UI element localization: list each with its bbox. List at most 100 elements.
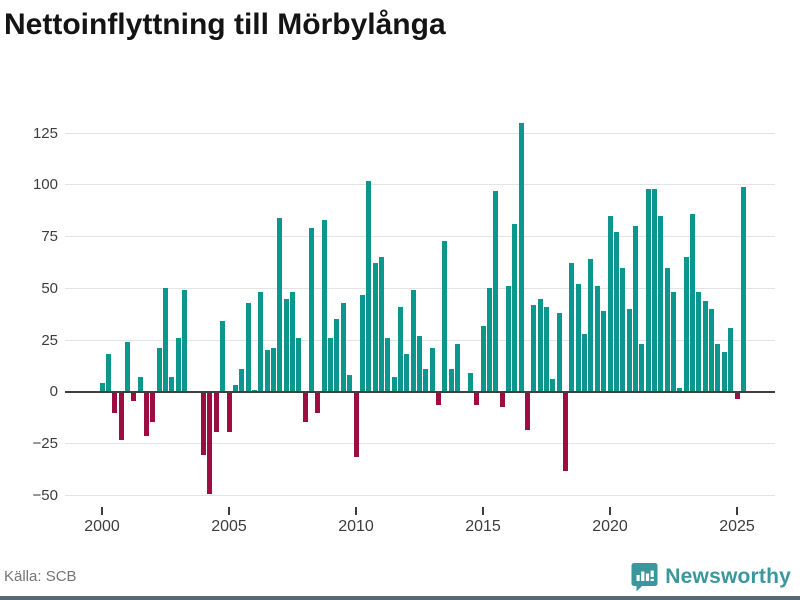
bar <box>169 377 175 392</box>
bar <box>175 337 181 392</box>
bar <box>258 292 264 392</box>
bar <box>137 377 143 392</box>
y-axis-labels: 125 100 75 50 25 0 −25 −50 <box>0 110 58 510</box>
x-tick-mark <box>355 507 357 515</box>
bar <box>594 286 600 392</box>
x-tick-label: 2015 <box>465 518 501 535</box>
bar <box>264 350 270 392</box>
bar <box>105 354 111 392</box>
bar <box>309 228 315 392</box>
bar <box>213 392 219 432</box>
bar <box>721 352 727 392</box>
bar <box>302 392 308 422</box>
bar <box>651 189 657 392</box>
bar <box>150 392 156 422</box>
bar <box>328 337 334 392</box>
bar <box>201 392 207 455</box>
bar <box>232 385 238 392</box>
y-tick-label: −25 <box>32 434 58 452</box>
bar <box>702 300 708 392</box>
bar <box>131 392 137 401</box>
bar <box>518 122 524 392</box>
x-tick-mark <box>736 507 738 515</box>
x-tick-mark <box>101 507 103 515</box>
gridline <box>65 287 775 289</box>
y-tick-label: 25 <box>41 331 58 349</box>
bottom-border <box>0 596 800 600</box>
bar <box>385 337 391 392</box>
bar <box>683 257 689 392</box>
bar <box>423 368 429 392</box>
bar <box>715 344 721 392</box>
gridline <box>65 442 775 444</box>
bar <box>505 286 511 392</box>
gridline <box>65 494 775 496</box>
bar <box>734 392 740 399</box>
bar <box>124 342 130 392</box>
bar <box>417 335 422 392</box>
bar <box>582 333 588 392</box>
newsworthy-logo-text: Newsworthy <box>665 565 791 588</box>
bar <box>163 288 168 392</box>
bar <box>334 319 340 392</box>
plot-area <box>65 110 775 510</box>
chart-title: Nettoinflyttning till Mörbylånga <box>4 8 446 41</box>
bar <box>321 220 327 392</box>
bar <box>245 302 251 392</box>
bar <box>143 392 149 437</box>
source-label: Källa: SCB <box>4 568 77 585</box>
x-axis: 2000 2005 2010 2015 2020 2025 <box>65 507 775 547</box>
x-tick-label: 2000 <box>84 518 120 535</box>
bar <box>677 387 683 392</box>
bar <box>353 392 359 457</box>
bar <box>315 392 321 414</box>
bar <box>728 327 734 392</box>
bar <box>493 191 499 392</box>
bar <box>404 354 410 392</box>
bar <box>455 344 461 392</box>
bar <box>359 294 365 392</box>
bar <box>340 302 346 392</box>
bar <box>607 215 613 392</box>
y-tick-label: −50 <box>32 486 58 504</box>
newsworthy-logo: Newsworthy <box>631 562 791 592</box>
bar <box>486 288 492 392</box>
bar <box>601 311 607 392</box>
bar <box>226 392 232 432</box>
bar <box>207 392 213 495</box>
bar <box>480 325 486 392</box>
bar <box>563 392 569 472</box>
bar <box>410 290 416 392</box>
bar <box>296 337 302 392</box>
bar <box>740 186 746 392</box>
bar <box>112 392 118 414</box>
bar <box>664 267 670 392</box>
bar <box>512 224 518 392</box>
bar <box>575 284 581 392</box>
bar <box>251 389 257 392</box>
bar <box>531 304 537 392</box>
y-tick-label: 75 <box>41 228 58 246</box>
bar <box>632 226 638 392</box>
bar <box>290 292 295 392</box>
bar <box>696 292 702 392</box>
bar <box>556 313 562 392</box>
bar <box>397 306 403 392</box>
y-tick-label: 0 <box>49 383 58 401</box>
bar <box>709 308 715 392</box>
x-tick-label: 2025 <box>719 518 755 535</box>
gridline <box>65 236 775 238</box>
x-tick-mark <box>609 507 611 515</box>
y-tick-label: 125 <box>32 124 58 142</box>
bar <box>671 292 676 392</box>
bar <box>182 290 188 392</box>
x-tick-label: 2020 <box>592 518 628 535</box>
bar <box>690 213 696 392</box>
bar <box>626 308 632 392</box>
y-tick-label: 100 <box>32 176 58 194</box>
bar <box>613 232 619 392</box>
bar <box>588 259 594 392</box>
bar <box>156 348 162 392</box>
x-tick-label: 2005 <box>211 518 247 535</box>
